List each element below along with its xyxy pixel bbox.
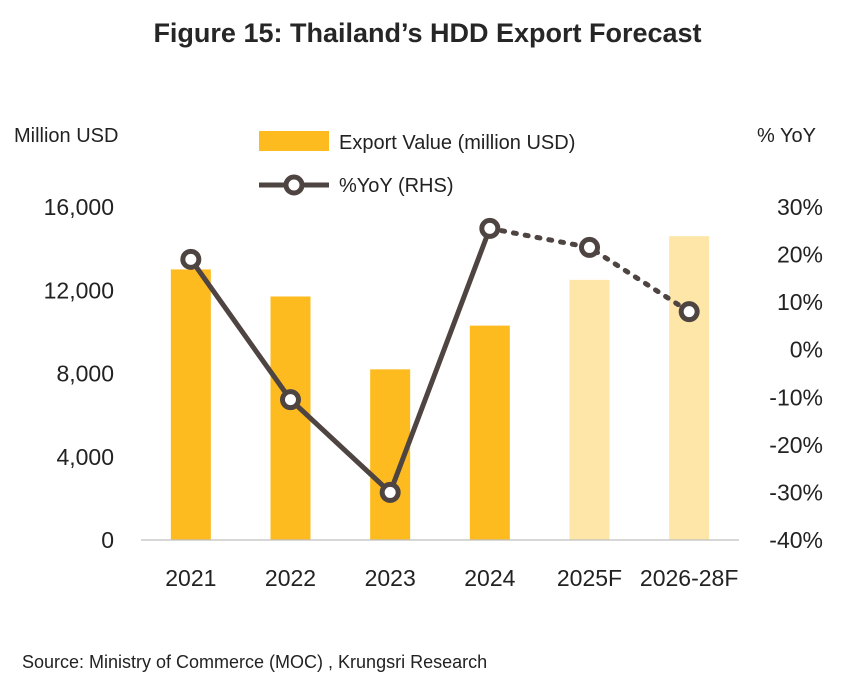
yoy-point-2024: [479, 217, 501, 239]
legend-bar-swatch: [259, 131, 329, 151]
bar-2024: [469, 325, 510, 540]
bar-2022: [270, 296, 311, 540]
legend-label-export: Export Value (million USD): [339, 132, 575, 154]
bar-2025F: [569, 279, 610, 540]
left-tick-label: 4,000: [56, 444, 114, 470]
legend-label-yoy: %YoY (RHS): [339, 175, 454, 197]
x-tick-label: 2023: [365, 565, 416, 591]
right-tick-label: -20%: [769, 432, 823, 458]
yoy-point-2025F: [579, 236, 600, 258]
x-tick-label: 2024: [464, 565, 515, 591]
left-tick-label: 0: [101, 527, 114, 553]
right-tick-label: 0%: [790, 337, 823, 363]
yoy-point-2023: [379, 481, 401, 503]
right-tick-label: -10%: [769, 384, 823, 410]
right-tick-label: -40%: [769, 527, 823, 553]
left-tick-label: 12,000: [44, 277, 114, 303]
right-axis-title: % YoY: [757, 125, 816, 147]
yoy-point-2026-28F: [678, 301, 700, 323]
x-tick-label: 2022: [265, 565, 316, 591]
right-tick-label: 20%: [777, 242, 823, 268]
yoy-line-actual: [188, 227, 493, 495]
bar-2026-28F: [669, 236, 710, 540]
left-tick-label: 16,000: [44, 194, 114, 220]
left-axis-title: Million USD: [14, 125, 119, 147]
chart-title: Figure 15: Thailand’s HDD Export Forecas…: [153, 18, 702, 48]
source-note: Source: Ministry of Commerce (MOC) , Kru…: [22, 652, 488, 672]
yoy-point-2021: [180, 248, 202, 270]
legend-marker-icon: [283, 174, 305, 196]
x-tick-label: 2021: [165, 565, 216, 591]
right-tick-label: -30%: [769, 479, 823, 505]
yoy-point-2022: [280, 389, 301, 411]
x-tick-label: 2026-28F: [640, 565, 738, 591]
left-tick-label: 8,000: [56, 361, 114, 387]
bar-2021: [170, 269, 211, 540]
right-tick-label: 10%: [777, 289, 823, 315]
x-tick-label: 2025F: [557, 565, 622, 591]
right-tick-label: 30%: [777, 194, 823, 220]
